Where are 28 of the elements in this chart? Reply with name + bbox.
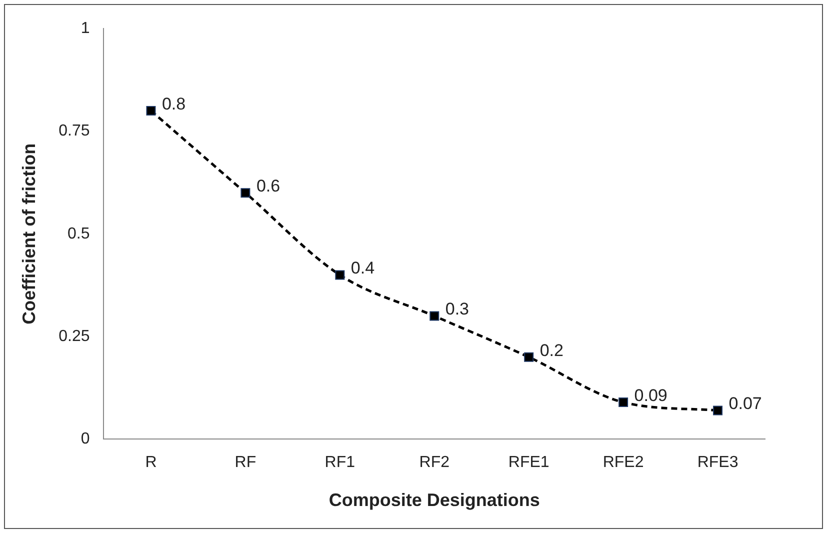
x-tick-label: R xyxy=(145,454,157,472)
data-label: 0.2 xyxy=(540,340,564,360)
x-tick-label: RFE2 xyxy=(602,454,644,472)
x-tick-label: RF xyxy=(234,454,256,472)
data-label: 0.4 xyxy=(350,258,375,278)
y-axis-title: Coefficient of friction xyxy=(18,143,39,324)
point xyxy=(146,106,156,116)
point xyxy=(713,406,723,416)
y-tick-label: 0.25 xyxy=(58,328,90,345)
data-label: 0.07 xyxy=(728,394,762,414)
point xyxy=(430,311,440,321)
x-axis-title: Composite Designations xyxy=(328,490,540,510)
point xyxy=(524,352,534,362)
data-label: 0.09 xyxy=(634,386,668,405)
point xyxy=(240,188,250,198)
y-tick-label: 1 xyxy=(80,20,90,38)
point xyxy=(335,270,345,280)
x-tick-label: RFE3 xyxy=(697,454,738,472)
y-tick-label: 0.75 xyxy=(58,122,90,140)
data-label: 0.3 xyxy=(445,300,470,319)
point xyxy=(618,398,628,407)
y-tick-label: 0 xyxy=(80,430,90,448)
x-tick-label: RF2 xyxy=(419,454,450,472)
data-label: 0.8 xyxy=(162,94,186,114)
y-tick-label: 0.5 xyxy=(67,225,90,242)
data-label: 0.6 xyxy=(256,176,280,196)
x-tick-label: RF1 xyxy=(324,454,356,472)
x-tick-label: RFE1 xyxy=(508,454,550,472)
